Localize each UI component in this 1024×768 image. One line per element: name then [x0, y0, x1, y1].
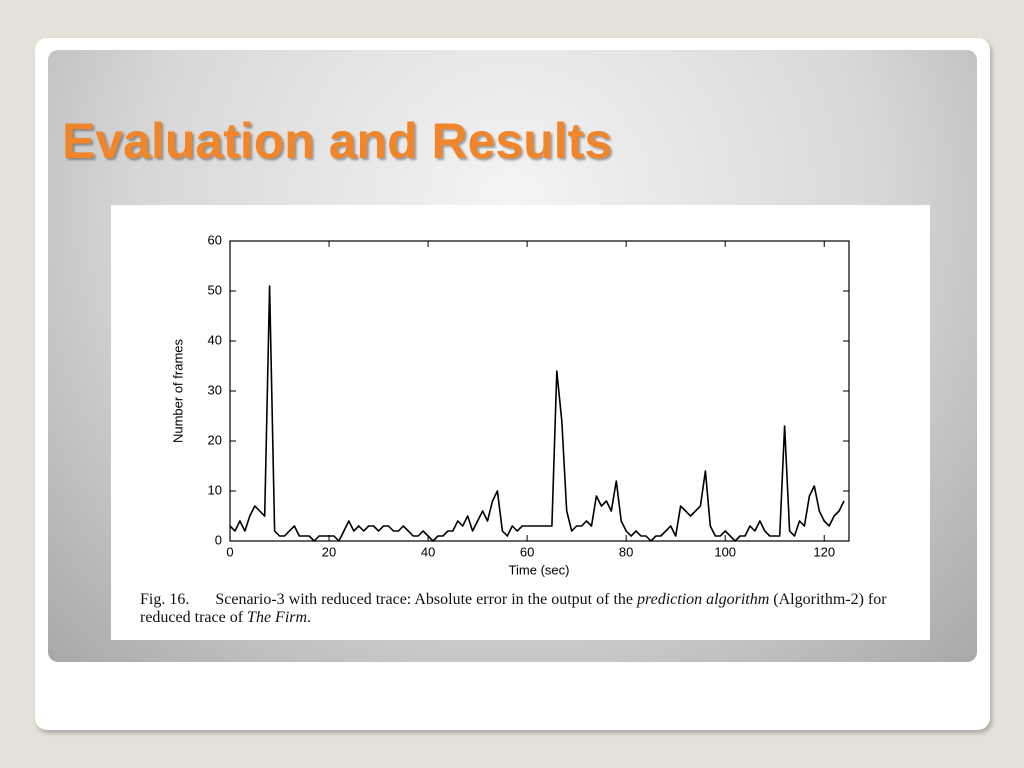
- caption-text: (Algorithm-2) for reduced trace of: [140, 591, 887, 626]
- chart: Time (sec) Number of frames 0 10 20 30 40 50 6…: [170, 232, 850, 577]
- y-tick-label: 50: [208, 282, 222, 297]
- y-tick-label: 10: [208, 482, 222, 497]
- slide-title: Evaluation and Results: [62, 113, 613, 169]
- caption-text: Scenario-3 with reduced trace: Absolute …: [215, 591, 633, 608]
- x-tick-label: 60: [520, 544, 534, 559]
- x-tick-label: 20: [322, 544, 336, 559]
- y-tick-label: 0: [215, 532, 222, 547]
- y-tick-label: 60: [208, 232, 222, 247]
- caption-italic: prediction algorithm: [636, 591, 770, 608]
- plot-frame: [229, 240, 850, 542]
- y-tick-label: 40: [208, 332, 222, 347]
- caption-label: Fig. 16.: [140, 591, 190, 608]
- y-tick-label: 20: [208, 432, 222, 447]
- x-axis-label: Time (sec): [509, 562, 570, 577]
- x-tick-label: 120: [813, 544, 835, 559]
- x-tick-label: 0: [226, 544, 233, 559]
- x-tick-label: 40: [421, 544, 435, 559]
- figure: Time (sec) Number of frames 0 10 20 30 40 50 6…: [111, 205, 930, 640]
- x-tick-label: 100: [714, 544, 736, 559]
- x-tick-label: 80: [619, 544, 633, 559]
- caption-text: .: [307, 609, 312, 626]
- data-line: [229, 285, 845, 542]
- y-axis-label: Number of frames: [170, 338, 185, 443]
- caption: Fig. 16. Scenario-3 with reduced trace: …: [140, 591, 900, 627]
- y-tick-label: 30: [208, 382, 222, 397]
- caption-italic: The Firm: [247, 609, 308, 626]
